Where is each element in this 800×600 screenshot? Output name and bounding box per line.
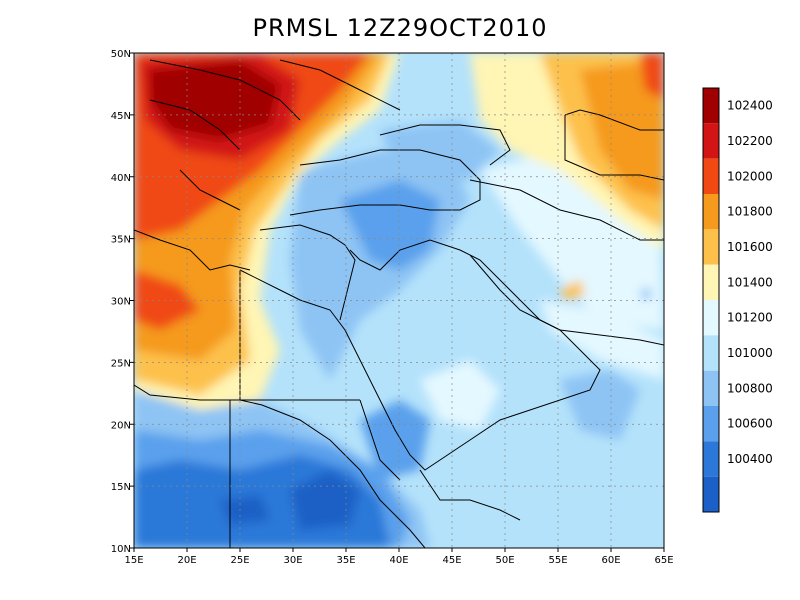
colorbar-swatch bbox=[703, 406, 719, 442]
colorbar-label: 101600 bbox=[727, 240, 773, 254]
colorbar-swatch bbox=[703, 335, 719, 371]
grid-lines bbox=[134, 53, 664, 548]
colorbar-label: 100800 bbox=[727, 381, 773, 395]
coastlines bbox=[134, 59, 664, 548]
y-tick-label: 45N bbox=[111, 111, 131, 122]
x-tick-label: 60E bbox=[601, 555, 620, 566]
colorbar-label: 100600 bbox=[727, 417, 773, 431]
x-tick-label: 35E bbox=[336, 555, 355, 566]
x-tick-label: 30E bbox=[283, 555, 302, 566]
x-tick-label: 15E bbox=[124, 555, 143, 566]
colorbar-label: 102400 bbox=[727, 99, 773, 113]
x-tick-label: 25E bbox=[230, 555, 249, 566]
colorbar-swatch bbox=[703, 264, 719, 300]
y-tick-label: 20N bbox=[111, 420, 131, 431]
x-tick-label: 45E bbox=[442, 555, 461, 566]
colorbar-frame bbox=[702, 87, 720, 513]
y-tick-label: 50N bbox=[111, 49, 131, 60]
colorbar-swatch bbox=[703, 123, 719, 159]
colorbar-label: 101200 bbox=[727, 311, 773, 325]
colorbar: 102400 102200 102000 101800 101600 101400 1012… bbox=[702, 87, 773, 513]
colorbar-label: 101400 bbox=[727, 275, 773, 289]
colorbar-swatch bbox=[703, 88, 719, 124]
y-axis: 10N 15N 20N 25N 30N 35N 40N 45N 50N bbox=[111, 49, 134, 555]
colorbar-label: 101800 bbox=[727, 205, 773, 219]
y-tick-label: 35N bbox=[111, 235, 131, 246]
colorbar-swatch bbox=[703, 158, 719, 194]
colorbar-swatch bbox=[703, 370, 719, 406]
colorbar-swatch bbox=[703, 476, 719, 512]
y-tick-label: 30N bbox=[111, 297, 131, 308]
colorbar-swatch bbox=[703, 229, 719, 265]
x-tick-label: 40E bbox=[389, 555, 408, 566]
colorbar-label: 102000 bbox=[727, 169, 773, 183]
x-axis: 15E 20E 25E 30E 35E 40E 45E 50E 55E 60E 65E bbox=[124, 548, 674, 566]
y-tick-label: 15N bbox=[111, 482, 131, 493]
map-title: PRMSL 12Z29OCT2010 bbox=[252, 14, 548, 42]
colorbar-label: 102200 bbox=[727, 134, 773, 148]
y-tick-label: 10N bbox=[111, 544, 131, 555]
x-tick-label: 20E bbox=[177, 555, 196, 566]
pressure-field bbox=[134, 53, 664, 548]
y-tick-label: 25N bbox=[111, 358, 131, 369]
y-tick-label: 40N bbox=[111, 173, 131, 184]
colorbar-label: 101000 bbox=[727, 346, 773, 360]
colorbar-swatch bbox=[703, 300, 719, 336]
colorbar-swatch bbox=[703, 194, 719, 230]
x-tick-label: 65E bbox=[654, 555, 673, 566]
colorbar-swatch bbox=[703, 441, 719, 477]
colorbar-label: 100400 bbox=[727, 452, 773, 466]
x-tick-label: 50E bbox=[495, 555, 514, 566]
x-tick-label: 55E bbox=[548, 555, 567, 566]
